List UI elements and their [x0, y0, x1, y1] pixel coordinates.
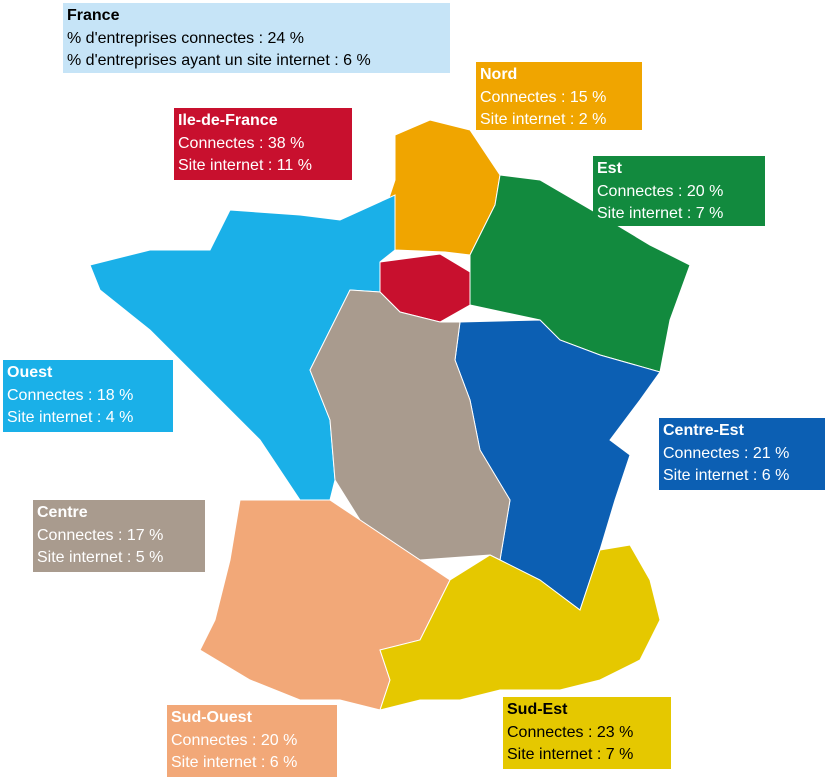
label-box [593, 156, 765, 226]
region-stat: Connectes : 23 % [507, 724, 633, 741]
region-stat: % d'entreprises ayant un site internet :… [67, 52, 371, 69]
region-stat: Site internet : 7 % [597, 205, 723, 222]
label-box [63, 3, 450, 73]
region-name: Centre-Est [663, 422, 745, 439]
region-stat: Connectes : 17 % [37, 527, 163, 544]
region-name: France [67, 7, 120, 24]
region-stat: Site internet : 5 % [37, 549, 163, 566]
label-box [174, 108, 352, 180]
region-name: Nord [480, 66, 517, 83]
label-box [167, 705, 337, 777]
region-name: Centre [37, 504, 88, 521]
label-box [33, 500, 205, 572]
region-stat: Site internet : 4 % [7, 409, 133, 426]
region-stat: Site internet : 2 % [480, 111, 606, 128]
region-shape [379, 544, 661, 711]
region-stat: Connectes : 20 % [171, 732, 297, 749]
label-box [503, 697, 671, 769]
region-stat: Site internet : 6 % [663, 467, 789, 484]
region-name: Sud-Ouest [171, 709, 253, 726]
region-name: Sud-Est [507, 701, 568, 718]
region-shape [309, 289, 511, 561]
region-stat: Connectes : 18 % [7, 387, 133, 404]
region-stat: Site internet : 11 % [178, 157, 312, 174]
region-stat: Site internet : 7 % [507, 746, 633, 763]
region-name: Ouest [7, 364, 53, 381]
label-box [659, 418, 825, 490]
region-name: Ile-de-France [178, 112, 278, 129]
region-name: Est [597, 160, 623, 177]
label-box [3, 360, 173, 432]
region-stat: Site internet : 6 % [171, 754, 297, 771]
region-stat: % d'entreprises connectes : 24 % [67, 30, 304, 47]
region-stat: Connectes : 38 % [178, 135, 304, 152]
label-box [476, 62, 642, 130]
region-stat: Connectes : 21 % [663, 445, 789, 462]
region-stat: Connectes : 20 % [597, 183, 723, 200]
region-stat: Connectes : 15 % [480, 89, 606, 106]
